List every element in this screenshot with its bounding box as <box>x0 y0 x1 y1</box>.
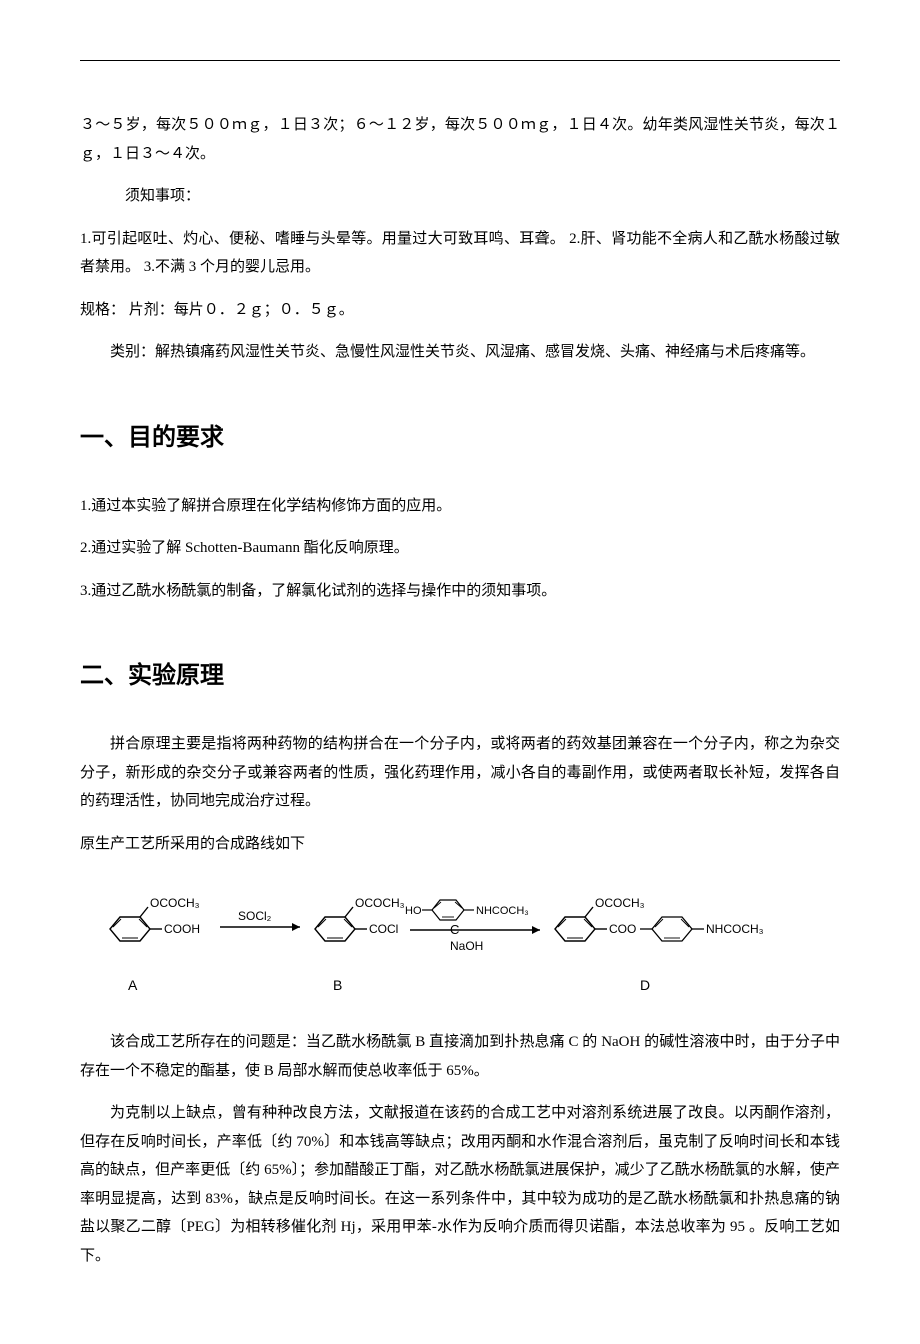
label-c: C <box>450 922 459 937</box>
label-ococh3-a: OCOCH₃ <box>150 896 200 910</box>
spec-paragraph: 规格： 片剂：每片０．２ｇ；０．５ｇ。 <box>80 296 840 325</box>
principle-paragraph-2: 原生产工艺所采用的合成路线如下 <box>80 830 840 859</box>
synthesis-diagram: OCOCH₃ COOH A SOCl₂ OCOCH₃ COCl B <box>80 872 840 1002</box>
label-b: B <box>333 977 342 993</box>
label-ho-c: HO <box>405 905 422 917</box>
improvement-paragraph: 为克制以上缺点，曾有种种改良方法，文献报道在该药的合成工艺中对溶剂系统进展了改良… <box>80 1099 840 1270</box>
objective-3: 3.通过乙酰水杨酰氯的制备，了解氯化试剂的选择与操作中的须知事项。 <box>80 577 840 606</box>
header-rule <box>80 60 840 61</box>
label-ococh3-b: OCOCH₃ <box>355 896 405 910</box>
dosage-paragraph: ３～５岁，每次５００ｍｇ，１日３次；６～１２岁，每次５００ｍｇ，１日４次。幼年类… <box>80 111 840 168</box>
note-item-1: 1.可引起呕吐、灼心、便秘、嗜睡与头晕等。用量过大可致耳鸣、耳聋。 2.肝、肾功… <box>80 225 840 282</box>
problem-paragraph: 该合成工艺所存在的问题是：当乙酰水杨酰氯 B 直接滴加到扑热息痛 C 的 NaO… <box>80 1028 840 1085</box>
label-nhcoch3-c: NHCOCH₃ <box>476 905 529 917</box>
objective-2: 2.通过实验了解 Schotten-Baumann 酯化反响原理。 <box>80 534 840 563</box>
label-cocl-b: COCl <box>369 922 398 936</box>
notes-label: 须知事项： <box>80 182 840 211</box>
category-paragraph: 类别：解热镇痛药风湿性关节炎、急慢性风湿性关节炎、风湿痛、感冒发烧、头痛、神经痛… <box>80 338 840 367</box>
principle-paragraph-1: 拼合原理主要是指将两种药物的结构拼合在一个分子内，或将两者的药效基团兼容在一个分… <box>80 730 840 816</box>
label-nhcoch3-d: NHCOCH₃ <box>706 922 764 936</box>
label-a: A <box>128 977 138 993</box>
reagent-socl2: SOCl₂ <box>238 909 272 923</box>
objective-1: 1.通过本实验了解拼合原理在化学结构修饰方面的应用。 <box>80 492 840 521</box>
label-d: D <box>640 977 650 993</box>
reagent-naoh: NaOH <box>450 939 483 953</box>
section-heading-2: 二、实验原理 <box>80 655 840 690</box>
label-ococh3-d: OCOCH₃ <box>595 896 645 910</box>
section-heading-1: 一、目的要求 <box>80 417 840 452</box>
label-cooh-a: COOH <box>164 922 200 936</box>
label-coo-d: COO <box>609 922 636 936</box>
